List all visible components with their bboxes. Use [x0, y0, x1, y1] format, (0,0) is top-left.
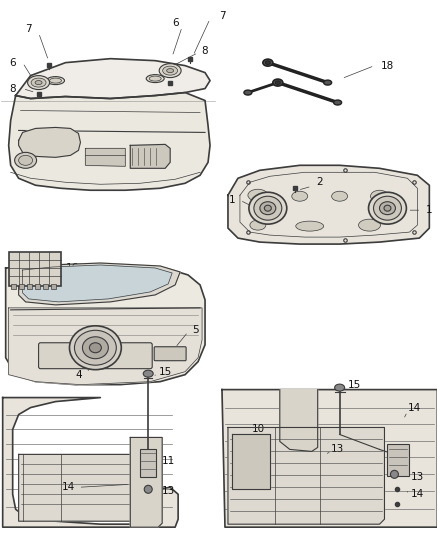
Ellipse shape: [263, 59, 273, 66]
Ellipse shape: [146, 75, 164, 83]
Polygon shape: [3, 398, 178, 527]
FancyBboxPatch shape: [42, 284, 48, 289]
Text: 15: 15: [159, 367, 172, 377]
Ellipse shape: [296, 221, 324, 231]
Polygon shape: [23, 265, 172, 302]
Ellipse shape: [46, 77, 64, 85]
Ellipse shape: [143, 370, 153, 377]
Ellipse shape: [384, 205, 391, 211]
Ellipse shape: [379, 201, 396, 215]
Text: 5: 5: [192, 325, 198, 335]
Ellipse shape: [265, 205, 271, 211]
Polygon shape: [6, 264, 205, 385]
Text: 13: 13: [411, 472, 424, 482]
Polygon shape: [19, 455, 152, 521]
Ellipse shape: [159, 63, 181, 78]
FancyBboxPatch shape: [154, 347, 186, 361]
Ellipse shape: [28, 76, 49, 90]
Ellipse shape: [70, 326, 121, 370]
Ellipse shape: [390, 470, 399, 478]
Ellipse shape: [74, 330, 117, 365]
FancyBboxPatch shape: [19, 284, 24, 289]
Polygon shape: [228, 165, 429, 244]
Text: 2: 2: [316, 177, 323, 187]
Ellipse shape: [324, 80, 332, 85]
Text: 1: 1: [229, 195, 235, 205]
FancyBboxPatch shape: [50, 284, 56, 289]
Ellipse shape: [14, 152, 37, 168]
Text: 13: 13: [331, 445, 344, 455]
Text: 15: 15: [348, 379, 361, 390]
Ellipse shape: [292, 191, 308, 201]
Text: 14: 14: [411, 489, 424, 499]
Text: 6: 6: [172, 18, 178, 28]
Ellipse shape: [273, 79, 283, 86]
Polygon shape: [9, 93, 210, 190]
Ellipse shape: [31, 78, 46, 87]
Ellipse shape: [250, 220, 266, 230]
Text: 4: 4: [75, 370, 82, 379]
Ellipse shape: [260, 201, 276, 215]
Ellipse shape: [371, 190, 389, 202]
Ellipse shape: [265, 61, 270, 64]
Text: 7: 7: [25, 24, 32, 34]
Ellipse shape: [332, 191, 348, 201]
FancyBboxPatch shape: [39, 343, 152, 369]
FancyBboxPatch shape: [140, 449, 156, 478]
Ellipse shape: [248, 189, 268, 201]
Text: 14: 14: [408, 402, 421, 413]
Ellipse shape: [49, 78, 61, 83]
Text: 6: 6: [9, 58, 16, 68]
Ellipse shape: [276, 81, 280, 84]
Text: 14: 14: [62, 482, 75, 492]
Text: 8: 8: [202, 46, 208, 55]
FancyBboxPatch shape: [388, 445, 410, 477]
Ellipse shape: [35, 80, 42, 85]
Text: 8: 8: [9, 84, 16, 94]
FancyBboxPatch shape: [11, 284, 16, 289]
FancyBboxPatch shape: [9, 252, 60, 286]
Polygon shape: [130, 144, 170, 168]
Ellipse shape: [244, 90, 252, 95]
Text: 16: 16: [66, 263, 79, 273]
Ellipse shape: [89, 343, 101, 353]
Polygon shape: [9, 308, 202, 385]
Text: 10: 10: [251, 424, 265, 434]
Ellipse shape: [149, 76, 161, 81]
Ellipse shape: [335, 384, 345, 391]
Ellipse shape: [167, 69, 173, 72]
Ellipse shape: [162, 66, 178, 75]
Text: 18: 18: [381, 61, 394, 71]
Ellipse shape: [254, 196, 282, 220]
Ellipse shape: [334, 100, 342, 105]
Polygon shape: [130, 438, 162, 527]
Ellipse shape: [249, 192, 287, 224]
Ellipse shape: [368, 192, 406, 224]
Polygon shape: [16, 59, 210, 99]
Ellipse shape: [82, 337, 108, 359]
FancyBboxPatch shape: [35, 284, 39, 289]
Polygon shape: [222, 390, 437, 527]
Polygon shape: [228, 427, 385, 524]
Ellipse shape: [19, 155, 32, 165]
Text: 11: 11: [162, 456, 175, 466]
Ellipse shape: [144, 486, 152, 493]
Polygon shape: [19, 263, 180, 305]
Polygon shape: [85, 148, 125, 166]
Polygon shape: [280, 390, 318, 451]
Text: 13: 13: [162, 486, 175, 496]
Text: 7: 7: [219, 11, 225, 21]
Text: 1: 1: [426, 205, 433, 215]
Ellipse shape: [359, 219, 381, 231]
Polygon shape: [19, 127, 81, 157]
Ellipse shape: [374, 196, 401, 220]
Text: 3: 3: [62, 354, 69, 365]
FancyBboxPatch shape: [27, 284, 32, 289]
Polygon shape: [232, 434, 270, 489]
